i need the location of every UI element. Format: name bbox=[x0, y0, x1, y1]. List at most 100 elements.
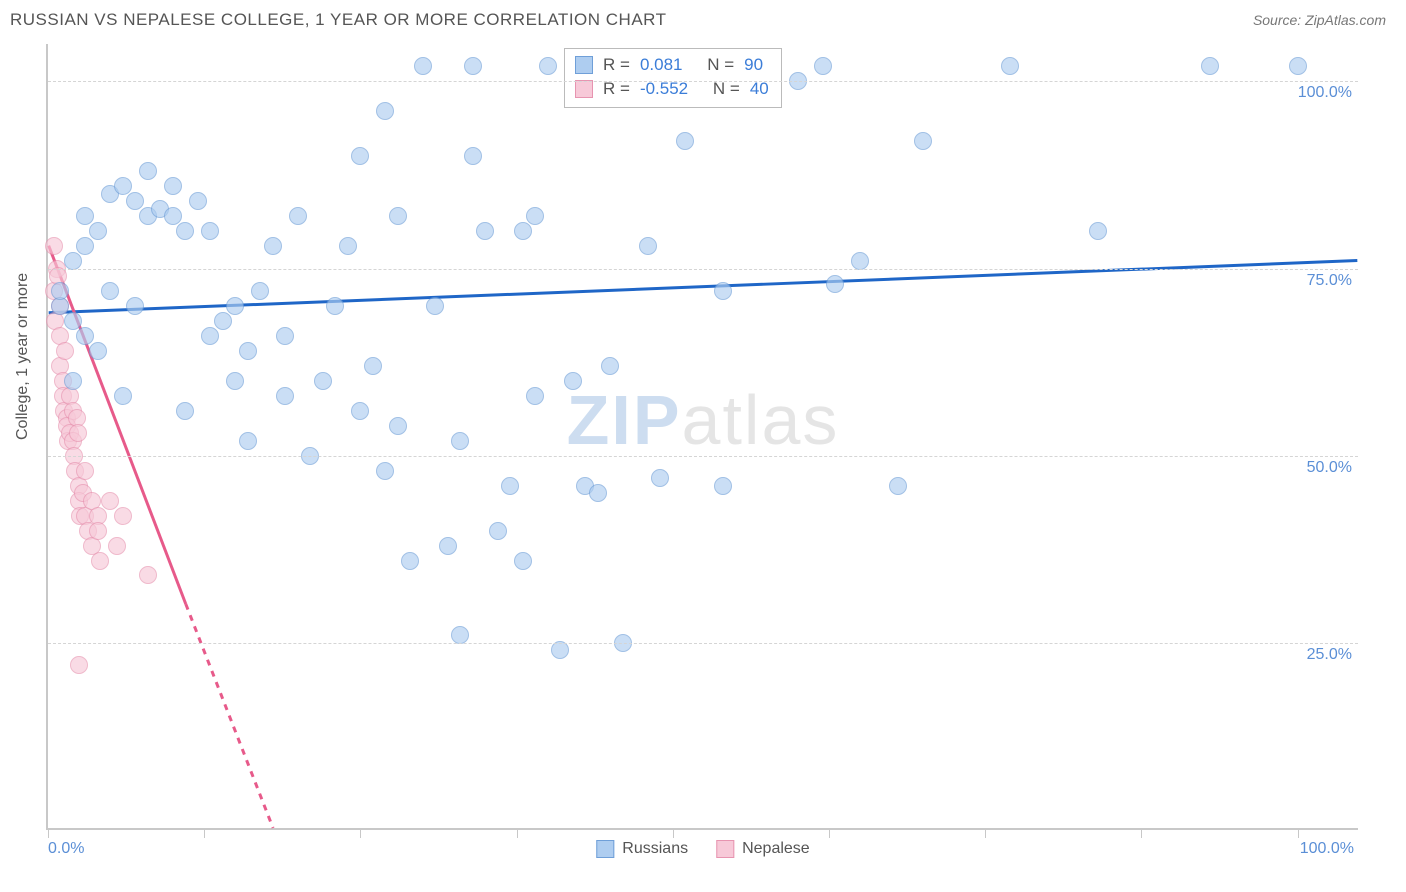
point-russians bbox=[914, 132, 932, 150]
point-russians bbox=[526, 387, 544, 405]
point-russians bbox=[239, 432, 257, 450]
x-tick bbox=[985, 828, 986, 838]
point-russians bbox=[351, 402, 369, 420]
point-russians bbox=[76, 207, 94, 225]
point-russians bbox=[226, 297, 244, 315]
swatch-nepalese-2 bbox=[716, 840, 734, 858]
point-russians bbox=[889, 477, 907, 495]
point-russians bbox=[201, 222, 219, 240]
gridline bbox=[48, 269, 1358, 270]
point-russians bbox=[51, 282, 69, 300]
stats-row-russians: R = 0.081 N = 90 bbox=[575, 53, 769, 77]
point-russians bbox=[589, 484, 607, 502]
point-russians bbox=[226, 372, 244, 390]
point-russians bbox=[164, 207, 182, 225]
point-russians bbox=[601, 357, 619, 375]
point-russians bbox=[389, 207, 407, 225]
point-russians bbox=[639, 237, 657, 255]
y-axis-title: College, 1 year or more bbox=[14, 273, 32, 440]
point-nepalese bbox=[76, 462, 94, 480]
point-russians bbox=[1201, 57, 1219, 75]
point-russians bbox=[401, 552, 419, 570]
source-label: Source: ZipAtlas.com bbox=[1253, 12, 1386, 28]
point-russians bbox=[376, 462, 394, 480]
point-russians bbox=[526, 207, 544, 225]
point-nepalese bbox=[108, 537, 126, 555]
swatch-russians-2 bbox=[596, 840, 614, 858]
point-russians bbox=[439, 537, 457, 555]
gridline bbox=[48, 81, 1358, 82]
point-russians bbox=[1001, 57, 1019, 75]
point-russians bbox=[101, 282, 119, 300]
y-tick-label: 25.0% bbox=[1307, 646, 1352, 664]
point-nepalese bbox=[69, 424, 87, 442]
point-russians bbox=[64, 252, 82, 270]
point-nepalese bbox=[114, 507, 132, 525]
point-russians bbox=[289, 207, 307, 225]
series-legend: Russians Nepalese bbox=[596, 840, 809, 858]
point-russians bbox=[451, 432, 469, 450]
point-russians bbox=[414, 57, 432, 75]
point-russians bbox=[539, 57, 557, 75]
point-russians bbox=[89, 222, 107, 240]
scatter-points-layer bbox=[48, 44, 1358, 828]
point-russians bbox=[164, 177, 182, 195]
chart-title: RUSSIAN VS NEPALESE COLLEGE, 1 YEAR OR M… bbox=[10, 10, 667, 30]
point-russians bbox=[314, 372, 332, 390]
point-russians bbox=[264, 237, 282, 255]
point-russians bbox=[676, 132, 694, 150]
point-nepalese bbox=[56, 342, 74, 360]
point-russians bbox=[251, 282, 269, 300]
point-russians bbox=[564, 372, 582, 390]
point-russians bbox=[189, 192, 207, 210]
legend-item-russians: Russians bbox=[596, 840, 688, 858]
point-russians bbox=[114, 387, 132, 405]
point-russians bbox=[714, 477, 732, 495]
swatch-nepalese bbox=[575, 80, 593, 98]
swatch-russians bbox=[575, 56, 593, 74]
x-tick bbox=[517, 828, 518, 838]
x-tick bbox=[829, 828, 830, 838]
point-russians bbox=[76, 327, 94, 345]
point-russians bbox=[1089, 222, 1107, 240]
x-tick bbox=[1141, 828, 1142, 838]
gridline bbox=[48, 456, 1358, 457]
point-russians bbox=[126, 297, 144, 315]
stats-legend: R = 0.081 N = 90 R = -0.552 N = 40 bbox=[564, 48, 782, 108]
point-russians bbox=[376, 102, 394, 120]
x-tick bbox=[204, 828, 205, 838]
point-russians bbox=[364, 357, 382, 375]
x-tick-label: 0.0% bbox=[48, 840, 84, 858]
legend-item-nepalese: Nepalese bbox=[716, 840, 810, 858]
point-russians bbox=[276, 387, 294, 405]
point-nepalese bbox=[91, 552, 109, 570]
point-nepalese bbox=[45, 237, 63, 255]
point-russians bbox=[239, 342, 257, 360]
point-russians bbox=[826, 275, 844, 293]
chart-plot-area: ZIPatlas R = 0.081 N = 90 R = -0.552 N =… bbox=[46, 44, 1358, 830]
point-russians bbox=[464, 147, 482, 165]
point-russians bbox=[176, 402, 194, 420]
point-russians bbox=[551, 641, 569, 659]
point-russians bbox=[651, 469, 669, 487]
point-russians bbox=[276, 327, 294, 345]
point-russians bbox=[139, 162, 157, 180]
y-tick-label: 50.0% bbox=[1307, 459, 1352, 477]
point-russians bbox=[501, 477, 519, 495]
point-russians bbox=[814, 57, 832, 75]
gridline bbox=[48, 643, 1358, 644]
point-russians bbox=[514, 222, 532, 240]
point-russians bbox=[476, 222, 494, 240]
point-nepalese bbox=[101, 492, 119, 510]
x-tick bbox=[360, 828, 361, 838]
point-russians bbox=[176, 222, 194, 240]
x-tick bbox=[1298, 828, 1299, 838]
point-russians bbox=[214, 312, 232, 330]
point-russians bbox=[489, 522, 507, 540]
point-russians bbox=[851, 252, 869, 270]
y-tick-label: 100.0% bbox=[1298, 84, 1352, 102]
point-russians bbox=[426, 297, 444, 315]
x-tick bbox=[673, 828, 674, 838]
point-russians bbox=[114, 177, 132, 195]
point-russians bbox=[339, 237, 357, 255]
